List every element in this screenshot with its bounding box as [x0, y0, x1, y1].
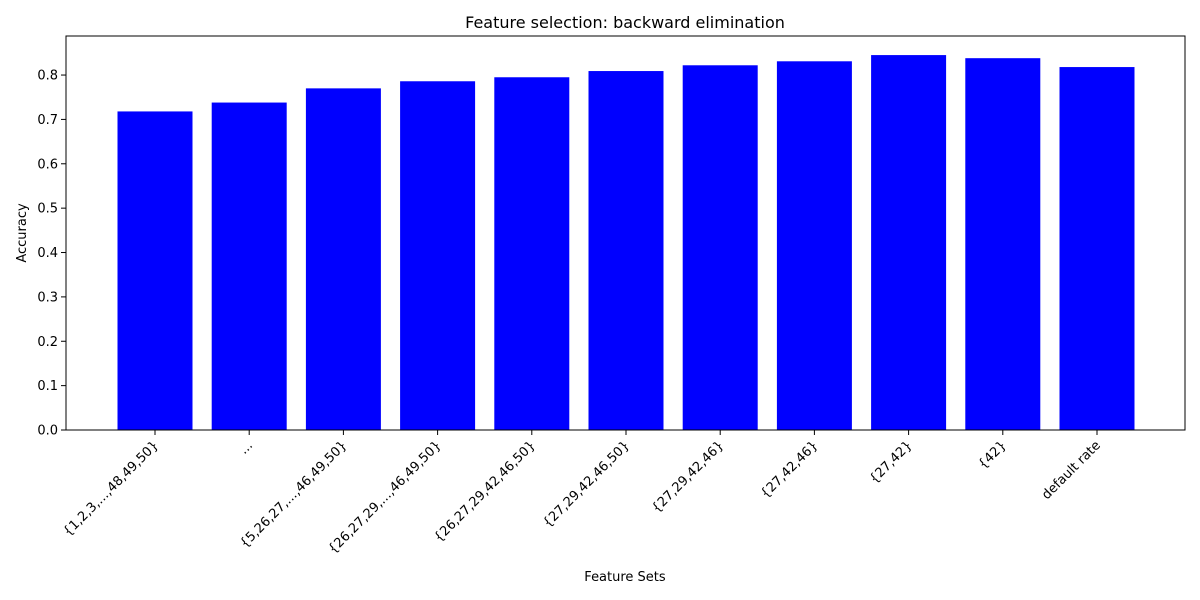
bar-10	[1059, 67, 1135, 430]
x-tick-label: {27,29,42,46}	[649, 438, 727, 516]
y-tick-label: 0.8	[37, 69, 58, 84]
x-tick-label: {27,42,46}	[758, 438, 821, 501]
y-tick-label: 0.7	[37, 113, 58, 128]
bar-9	[965, 58, 1041, 431]
x-axis-label: Feature Sets	[584, 570, 666, 585]
x-tick-label: {27,29,42,46,50}	[540, 438, 632, 530]
bar-0	[117, 111, 193, 431]
bar-5	[588, 71, 664, 431]
y-tick-label: 0.5	[37, 202, 58, 217]
bar-7	[776, 61, 852, 430]
bar-4	[494, 77, 570, 430]
x-tick-label: {42}	[976, 438, 1010, 472]
bars-group	[117, 55, 1135, 431]
y-tick-label: 0.4	[37, 246, 58, 261]
bar-6	[682, 65, 758, 430]
x-tick-label: default rate	[1039, 438, 1104, 503]
x-tick-label: {1,2,3,...,48,49,50}	[61, 438, 162, 539]
y-tick-label: 0.0	[37, 424, 58, 439]
x-tick-label: {27,42}	[867, 438, 916, 487]
y-tick-label: 0.1	[37, 379, 58, 394]
y-tick-label: 0.3	[37, 290, 58, 305]
bar-1	[211, 102, 287, 431]
bar-2	[305, 88, 381, 431]
plot-frame	[65, 35, 1186, 431]
bar-3	[400, 81, 476, 430]
bar-8	[871, 55, 947, 430]
x-tick-label: ...	[237, 438, 256, 457]
x-tick-label: {26,27,29,...,46,49,50}	[326, 438, 445, 557]
chart-title: Feature selection: backward elimination	[465, 13, 785, 32]
x-tick-label: {26,27,29,42,46,50}	[432, 438, 539, 545]
y-tick-label: 0.2	[37, 335, 58, 350]
y-axis: 0.0 0.1 0.2 0.3 0.4 0.5 0.6 0.7 0.8	[37, 69, 66, 439]
x-axis: {1,2,3,...,48,49,50} ...{5,26,27,...,46,4…	[61, 430, 1104, 557]
x-tick-label: {5,26,27,...,46,49,50}	[237, 438, 350, 551]
y-axis-label: Accuracy	[15, 203, 30, 263]
y-tick-label: 0.6	[37, 157, 58, 172]
